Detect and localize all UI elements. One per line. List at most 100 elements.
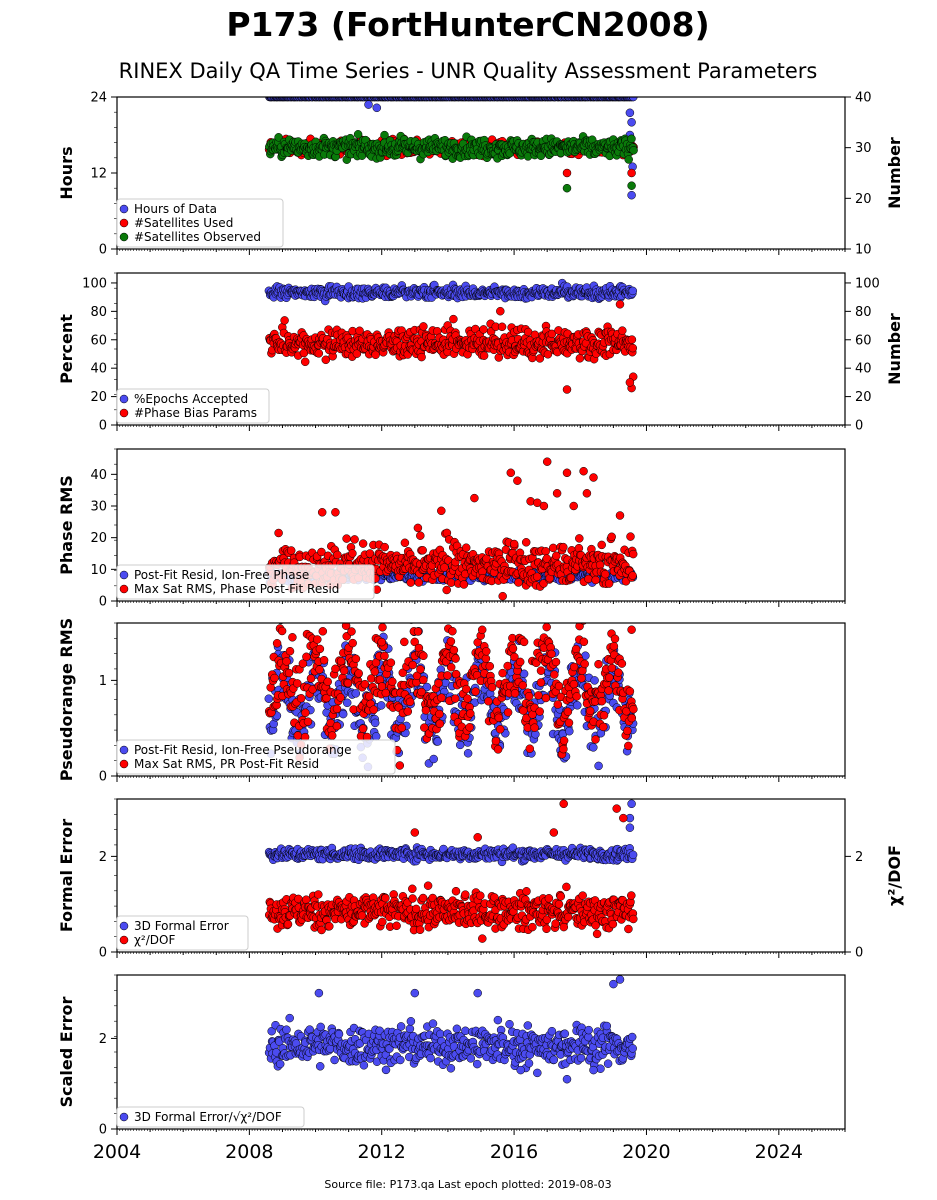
hours-y2tick-label: 10	[855, 243, 872, 258]
hours-outlier-point	[627, 118, 636, 127]
hours-legend-marker	[119, 204, 129, 214]
hours-y2tick-label: 40	[855, 91, 872, 106]
percent-point	[300, 357, 310, 367]
percent-y2tick-label: 0	[855, 419, 863, 434]
hours-legend-marker	[119, 232, 129, 242]
percent-point	[618, 326, 627, 335]
phase-point	[575, 534, 584, 543]
hours-legend-marker	[119, 218, 129, 228]
phase-legend-label: Post-Fit Resid, Ion-Free Phase	[134, 568, 309, 582]
hours-y2tick-label: 20	[855, 192, 872, 207]
percent-y-label: Percent	[57, 314, 76, 384]
panel-percent: 0 20 40 60 80 100 0 20 40 60 80 100 Number Percent %Ep…	[57, 272, 904, 434]
percent-point	[321, 355, 331, 365]
phase-point	[446, 578, 456, 587]
phase-point	[380, 542, 389, 552]
percent-point	[496, 306, 505, 316]
figure-subtitle: RINEX Daily QA Time Series - UNR Quality…	[119, 59, 818, 83]
hours-point	[627, 134, 636, 144]
percent-y2tick-label: 20	[855, 390, 872, 405]
phase-ytick-label: 10	[90, 563, 107, 578]
phase-legend	[116, 564, 375, 600]
phase-point	[541, 547, 550, 556]
pseudorange-point	[338, 709, 348, 719]
hours-legend-label: #Satellites Used	[134, 216, 233, 230]
hours-ytick-label: 0	[99, 243, 107, 258]
percent-point	[352, 349, 362, 358]
hours-y2-label: Number	[885, 137, 904, 209]
hours-point	[624, 155, 633, 164]
pseudorange-point	[264, 694, 274, 703]
phase-legend-label: Max Sat RMS, Phase Post-Fit Resid	[134, 582, 339, 596]
phase-outlier-point	[317, 508, 327, 517]
phase-point	[601, 569, 610, 579]
phase-outlier-point	[437, 506, 446, 516]
percent-point	[628, 286, 638, 296]
phase-ytick-label: 30	[90, 500, 107, 515]
phase-point	[626, 532, 635, 541]
percent-point	[627, 335, 637, 344]
phase-outlier-point	[513, 476, 522, 485]
percent-ytick-label: 80	[90, 305, 107, 320]
phase-point	[286, 546, 296, 555]
phase-outlier-point	[542, 457, 552, 466]
phase-point	[509, 539, 519, 549]
pseudorange-point	[342, 698, 352, 708]
phase-outlier-point	[569, 501, 578, 511]
pseudorange-point	[371, 732, 381, 741]
phase-ytick-label: 0	[99, 595, 107, 610]
hours-legend-label: #Satellites Observed	[134, 230, 261, 244]
phase-point	[342, 534, 351, 543]
phase-point	[418, 546, 427, 555]
phase-point	[628, 549, 638, 559]
phase-legend-marker	[119, 570, 129, 580]
percent-outlier-point	[562, 385, 572, 394]
pseudorange-point	[433, 737, 442, 746]
hours-y2tick-label: 30	[855, 141, 872, 156]
phase-point	[521, 538, 531, 547]
percent-point	[417, 352, 426, 362]
phase-outlier-point	[579, 466, 588, 476]
percent-point	[280, 316, 289, 325]
percent-point	[419, 322, 428, 331]
percent-ytick-label: 0	[99, 419, 107, 434]
phase-point	[597, 540, 606, 550]
pseudorange-point	[377, 701, 386, 710]
phase-point	[348, 549, 357, 558]
percent-outlier-point	[625, 378, 635, 387]
figure-title: P173 (FortHunterCN2008)	[226, 5, 709, 44]
phase-outlier-point	[539, 501, 549, 511]
phase-point	[414, 578, 424, 587]
percent-points	[264, 278, 638, 394]
pseudorange-point	[351, 689, 361, 698]
phase-point	[559, 542, 568, 552]
hours-y-label: Hours	[57, 146, 76, 199]
percent-point	[543, 350, 553, 359]
phase-point	[628, 571, 637, 580]
hours-point	[629, 97, 638, 102]
phase-point	[413, 523, 423, 533]
percent-legend-marker	[119, 394, 129, 404]
phase-point	[317, 547, 326, 557]
pseudorange-point	[422, 682, 432, 692]
phase-point	[595, 560, 605, 570]
hours-series-0	[265, 97, 638, 200]
phase-outlier-point	[615, 511, 625, 520]
percent-ytick-label: 20	[90, 390, 107, 405]
phase-outlier-point	[506, 468, 516, 478]
hours-outlier-point	[372, 103, 382, 113]
percent-legend-label: %Epochs Accepted	[134, 392, 248, 406]
percent-series-0	[264, 278, 638, 306]
pseudorange-point	[429, 754, 438, 764]
percent-point	[628, 343, 638, 353]
hours-legend-label: Hours of Data	[134, 202, 217, 216]
hours-outlier-point	[364, 100, 373, 109]
pseudorange-point	[463, 749, 473, 758]
phase-point	[514, 578, 523, 587]
hours-legend	[116, 198, 284, 248]
phase-legend-marker	[119, 584, 129, 594]
phase-point	[548, 543, 558, 553]
phase-point	[333, 550, 342, 560]
